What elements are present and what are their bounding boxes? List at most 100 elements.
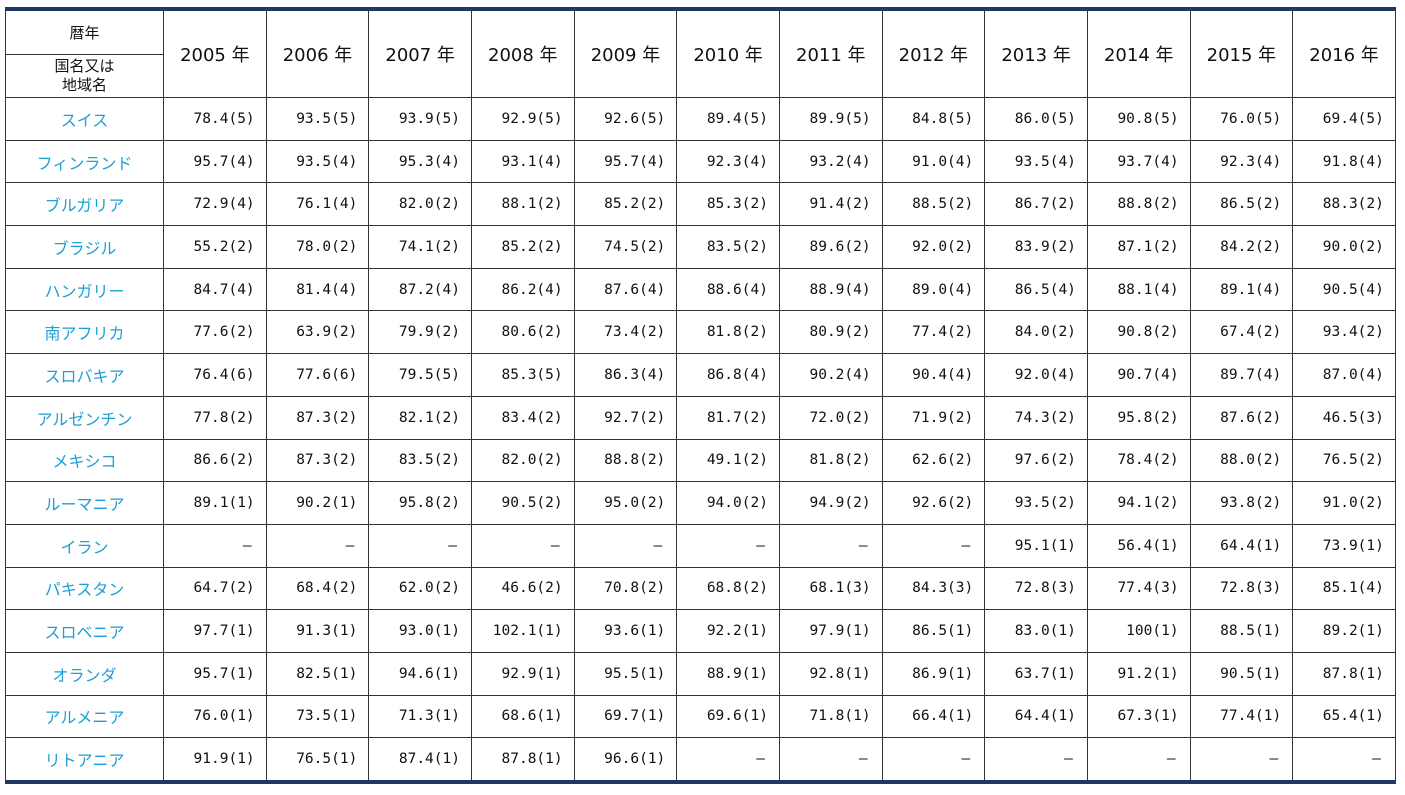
country-link[interactable]: フィンランド bbox=[5, 139, 164, 184]
value-cell: 82.5(1) bbox=[265, 651, 370, 696]
country-link[interactable]: アルメニア bbox=[5, 694, 164, 739]
value-cell: 90.7(4) bbox=[1086, 353, 1191, 397]
value-cell: 87.3(2) bbox=[265, 395, 370, 440]
country-link[interactable]: リトアニア bbox=[5, 737, 164, 783]
value-cell: 96.6(1) bbox=[573, 737, 678, 783]
country-link[interactable]: イラン bbox=[5, 523, 164, 568]
value-cell: 94.1(2) bbox=[1086, 481, 1191, 525]
value-cell: 92.8(1) bbox=[778, 651, 883, 696]
value-cell: 91.9(1) bbox=[163, 737, 267, 783]
value-cell: 76.0(5) bbox=[1189, 97, 1294, 141]
value-cell: 92.9(1) bbox=[470, 651, 575, 696]
year-header: 2011 年 bbox=[778, 8, 883, 98]
country-link[interactable]: ハンガリー bbox=[5, 267, 164, 312]
value-cell: 94.0(2) bbox=[676, 481, 780, 525]
table-row: メキシコ 86.6(2) 87.3(2) 83.5(2) 82.0(2) 88.8(2) 4… bbox=[5, 438, 1396, 483]
table-row: フィンランド 95.7(4) 93.5(4) 95.3(4) 93.1(4) 95.7(4… bbox=[5, 139, 1396, 184]
value-cell: 73.5(1) bbox=[265, 694, 370, 739]
value-cell: 85.3(2) bbox=[676, 182, 780, 227]
value-cell: 88.5(1) bbox=[1189, 609, 1294, 653]
value-cell: 87.0(4) bbox=[1292, 353, 1396, 397]
value-cell: 93.5(5) bbox=[265, 97, 370, 141]
value-cell: — bbox=[1292, 737, 1396, 783]
value-cell: 88.8(2) bbox=[573, 438, 678, 483]
value-cell: — bbox=[676, 523, 780, 568]
value-cell: 89.0(4) bbox=[881, 267, 986, 312]
country-link[interactable]: ルーマニア bbox=[5, 481, 164, 525]
value-cell: — bbox=[778, 523, 883, 568]
year-header: 2007 年 bbox=[368, 8, 472, 98]
value-cell: 86.5(4) bbox=[984, 267, 1088, 312]
table-row: ブルガリア 72.9(4) 76.1(4) 82.0(2) 88.1(2) 85.2(2)… bbox=[5, 182, 1396, 227]
value-cell: — bbox=[984, 737, 1088, 783]
value-cell: 92.7(2) bbox=[573, 395, 678, 440]
country-link[interactable]: ブラジル bbox=[5, 225, 164, 269]
value-cell: 82.0(2) bbox=[368, 182, 472, 227]
year-header: 2013 年 bbox=[984, 8, 1088, 98]
value-cell: 77.6(2) bbox=[163, 310, 267, 355]
value-cell: 91.2(1) bbox=[1086, 651, 1191, 696]
value-cell: 73.4(2) bbox=[573, 310, 678, 355]
country-link[interactable]: オランダ bbox=[5, 651, 164, 696]
country-link[interactable]: メキシコ bbox=[5, 438, 164, 483]
value-cell: 85.1(4) bbox=[1292, 566, 1396, 611]
value-cell: 88.6(4) bbox=[676, 267, 780, 312]
value-cell: 77.4(3) bbox=[1086, 566, 1191, 611]
value-cell: 89.7(4) bbox=[1189, 353, 1294, 397]
country-link[interactable]: アルゼンチン bbox=[5, 395, 164, 440]
value-cell: 87.6(2) bbox=[1189, 395, 1294, 440]
value-cell: 87.2(4) bbox=[368, 267, 472, 312]
country-link[interactable]: スイス bbox=[5, 97, 164, 141]
table-row: パキスタン 64.7(2) 68.4(2) 62.0(2) 46.6(2) 70.8(2)… bbox=[5, 566, 1396, 611]
value-cell: — bbox=[778, 737, 883, 783]
value-cell: — bbox=[1086, 737, 1191, 783]
value-cell: 88.5(2) bbox=[881, 182, 986, 227]
value-cell: 93.2(4) bbox=[778, 139, 883, 184]
value-cell: 69.6(1) bbox=[676, 694, 780, 739]
value-cell: 63.7(1) bbox=[984, 651, 1088, 696]
value-cell: 80.6(2) bbox=[470, 310, 575, 355]
value-cell: 77.4(2) bbox=[881, 310, 986, 355]
value-cell: 92.6(2) bbox=[881, 481, 986, 525]
value-cell: 90.4(4) bbox=[881, 353, 986, 397]
value-cell: 93.5(2) bbox=[984, 481, 1088, 525]
country-link[interactable]: ブルガリア bbox=[5, 182, 164, 227]
value-cell: 76.1(4) bbox=[265, 182, 370, 227]
value-cell: 76.5(1) bbox=[265, 737, 370, 783]
country-link[interactable]: スロベニア bbox=[5, 609, 164, 653]
country-link[interactable]: スロバキア bbox=[5, 353, 164, 397]
value-cell: 95.8(2) bbox=[368, 481, 472, 525]
value-cell: 68.8(2) bbox=[676, 566, 780, 611]
country-link[interactable]: パキスタン bbox=[5, 566, 164, 611]
value-cell: 93.0(1) bbox=[368, 609, 472, 653]
value-cell: 91.3(1) bbox=[265, 609, 370, 653]
value-cell: 91.0(2) bbox=[1292, 481, 1396, 525]
value-cell: 86.2(4) bbox=[470, 267, 575, 312]
value-cell: 74.5(2) bbox=[573, 225, 678, 269]
value-cell: 88.9(1) bbox=[676, 651, 780, 696]
year-header: 2012 年 bbox=[881, 8, 986, 98]
year-header: 2010 年 bbox=[676, 8, 780, 98]
value-cell: 92.6(5) bbox=[573, 97, 678, 141]
value-cell: 66.4(1) bbox=[881, 694, 986, 739]
value-cell: 86.5(2) bbox=[1189, 182, 1294, 227]
value-cell: 90.8(5) bbox=[1086, 97, 1191, 141]
value-cell: 88.9(4) bbox=[778, 267, 883, 312]
value-cell: 85.2(2) bbox=[573, 182, 678, 227]
value-cell: 86.3(4) bbox=[573, 353, 678, 397]
value-cell: 56.4(1) bbox=[1086, 523, 1191, 568]
value-cell: 69.7(1) bbox=[573, 694, 678, 739]
value-cell: 92.2(1) bbox=[676, 609, 780, 653]
value-cell: 68.6(1) bbox=[470, 694, 575, 739]
year-header: 2008 年 bbox=[470, 8, 575, 98]
value-cell: — bbox=[676, 737, 780, 783]
value-cell: 64.4(1) bbox=[984, 694, 1088, 739]
value-cell: 87.4(1) bbox=[368, 737, 472, 783]
value-cell: — bbox=[881, 523, 986, 568]
country-link[interactable]: 南アフリカ bbox=[5, 310, 164, 355]
value-cell: 93.5(4) bbox=[265, 139, 370, 184]
value-cell: 93.7(4) bbox=[1086, 139, 1191, 184]
value-cell: 86.9(1) bbox=[881, 651, 986, 696]
value-cell: 93.5(4) bbox=[984, 139, 1088, 184]
value-cell: 65.4(1) bbox=[1292, 694, 1396, 739]
